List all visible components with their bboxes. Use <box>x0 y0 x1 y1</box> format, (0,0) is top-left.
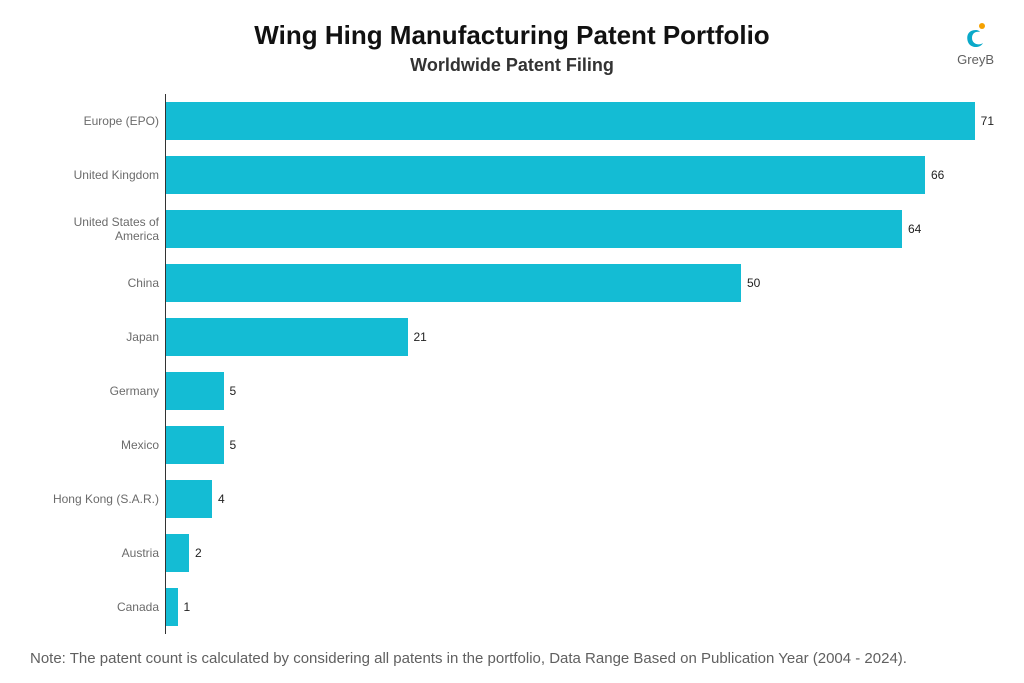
bar-value-label: 21 <box>414 330 427 344</box>
chart-row: Japan 21 <box>30 310 994 364</box>
brand-logo-icon <box>962 22 990 50</box>
bar <box>166 480 212 518</box>
bar-track: 50 <box>165 256 994 310</box>
bar <box>166 372 224 410</box>
bar-value-label: 5 <box>230 438 237 452</box>
bar-track: 1 <box>165 580 994 634</box>
chart-row: Canada 1 <box>30 580 994 634</box>
bar-value-label: 64 <box>908 222 921 236</box>
bar-value-label: 71 <box>981 114 994 128</box>
y-axis-label: Germany <box>30 384 165 398</box>
chart-row: Mexico 5 <box>30 418 994 472</box>
bar-value-label: 1 <box>184 600 191 614</box>
bar-value-label: 4 <box>218 492 225 506</box>
y-axis-label: China <box>30 276 165 290</box>
chart-titles: Wing Hing Manufacturing Patent Portfolio… <box>30 20 994 76</box>
bar-track: 71 <box>165 94 994 148</box>
bar <box>166 102 975 140</box>
brand-logo-text: GreyB <box>957 52 994 67</box>
chart-row: United Kingdom 66 <box>30 148 994 202</box>
bar-track: 4 <box>165 472 994 526</box>
y-axis-label: Hong Kong (S.A.R.) <box>30 492 165 506</box>
y-axis-label: United States of America <box>30 215 165 243</box>
chart-row: United States of America 64 <box>30 202 994 256</box>
chart-title: Wing Hing Manufacturing Patent Portfolio <box>30 20 994 51</box>
chart-container: GreyB Wing Hing Manufacturing Patent Por… <box>0 0 1024 683</box>
brand-logo: GreyB <box>957 22 994 67</box>
y-axis-label: United Kingdom <box>30 168 165 182</box>
bar-value-label: 5 <box>230 384 237 398</box>
bar-track: 2 <box>165 526 994 580</box>
bar-value-label: 66 <box>931 168 944 182</box>
chart-row: Germany 5 <box>30 364 994 418</box>
bar-value-label: 50 <box>747 276 760 290</box>
bar-track: 5 <box>165 418 994 472</box>
chart-area: Europe (EPO) 71 United Kingdom 66 United Sta… <box>30 94 994 634</box>
chart-row: China 50 <box>30 256 994 310</box>
bar-value-label: 2 <box>195 546 202 560</box>
bar <box>166 156 925 194</box>
bar <box>166 264 741 302</box>
bar <box>166 534 189 572</box>
bar <box>166 210 902 248</box>
y-axis-label: Europe (EPO) <box>30 114 165 128</box>
chart-row: Europe (EPO) 71 <box>30 94 994 148</box>
bar-track: 64 <box>165 202 994 256</box>
y-axis-label: Mexico <box>30 438 165 452</box>
bar <box>166 318 408 356</box>
y-axis-label: Japan <box>30 330 165 344</box>
bar-track: 66 <box>165 148 994 202</box>
bar-track: 21 <box>165 310 994 364</box>
chart-footnote: Note: The patent count is calculated by … <box>30 650 907 667</box>
bar-track: 5 <box>165 364 994 418</box>
y-axis-label: Canada <box>30 600 165 614</box>
bar <box>166 426 224 464</box>
chart-row: Hong Kong (S.A.R.) 4 <box>30 472 994 526</box>
chart-subtitle: Worldwide Patent Filing <box>30 55 994 76</box>
bar <box>166 588 178 626</box>
chart-row: Austria 2 <box>30 526 994 580</box>
y-axis-label: Austria <box>30 546 165 560</box>
